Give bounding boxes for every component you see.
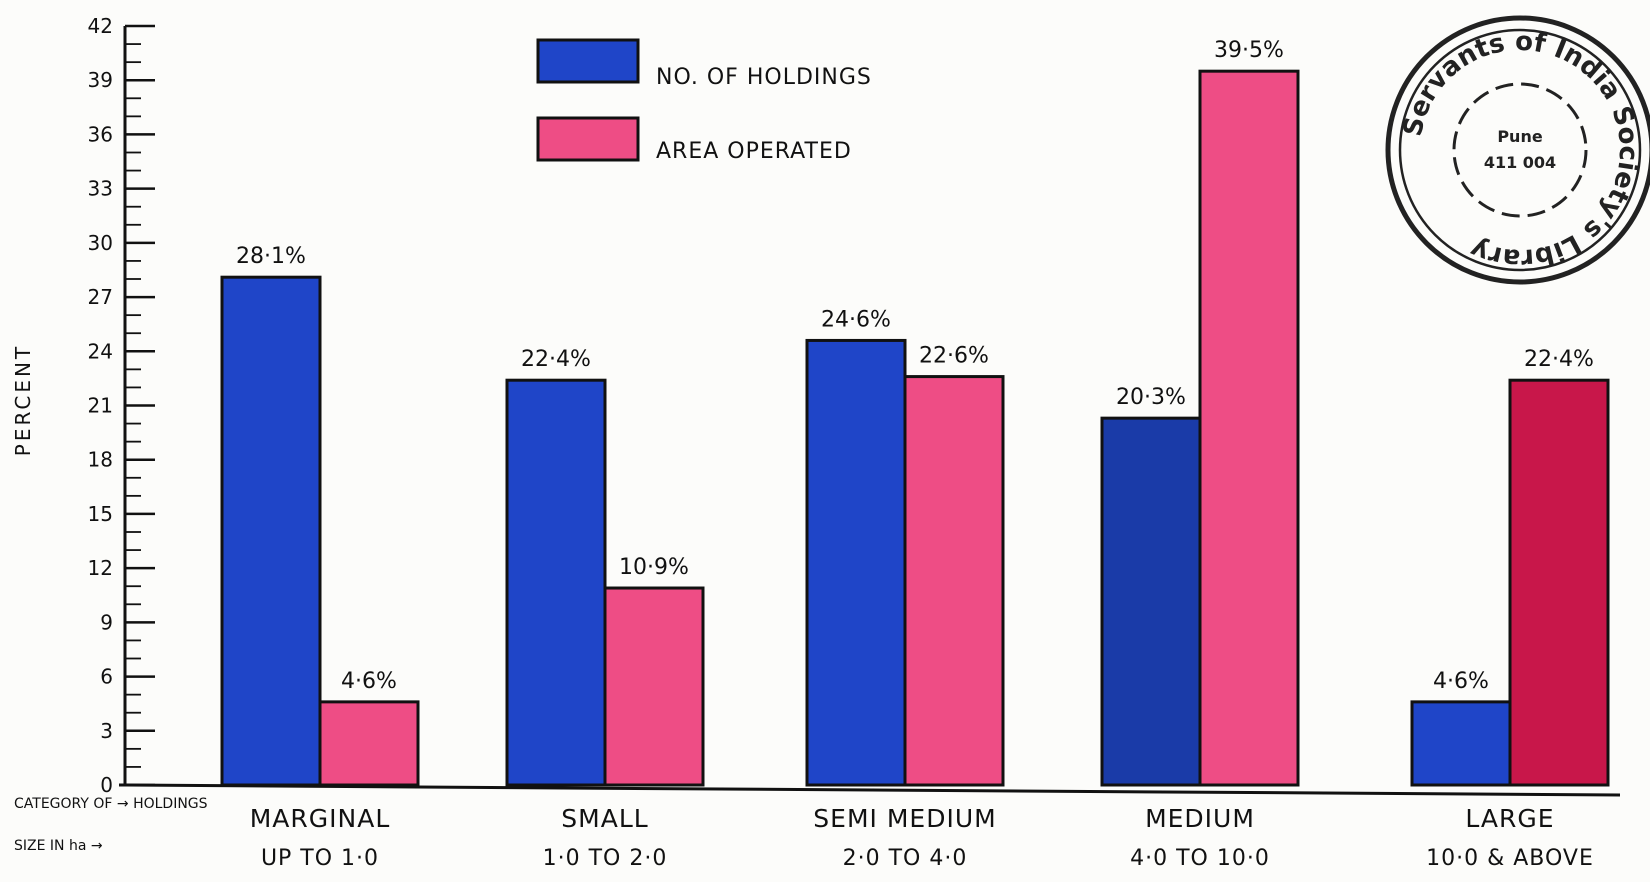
data-label-holdings-large: 4·6% <box>1433 669 1489 694</box>
stamp-center-line2: 411 004 <box>1484 153 1556 172</box>
y-tick-label: 33 <box>88 177 113 201</box>
y-tick-label: 27 <box>88 285 113 309</box>
category-range-label: 4·0 TO 10·0 <box>1130 846 1270 871</box>
stamp-outer-ring <box>1385 15 1650 285</box>
stamp-ring-textpath: Servants of India Society's Library <box>1398 27 1643 274</box>
bar-area-medium <box>1198 69 1300 787</box>
stamp-ring-text: Servants of India Society's Library <box>1398 27 1643 274</box>
y-tick-label: 9 <box>100 610 113 634</box>
bar-holdings-marginal <box>220 275 322 787</box>
bar-holdings-medium <box>1100 416 1202 787</box>
data-label-holdings-small: 22·4% <box>521 347 591 372</box>
bar-area-marginal <box>318 700 420 787</box>
labels-layer: 28·1% 4·6% MARGINAL UP TO 1·0 22·4% 10·9% SMAL… <box>236 38 1594 871</box>
bar-area-large <box>1508 378 1610 787</box>
category-label: SMALL <box>561 804 648 833</box>
bar-holdings-semi-medium <box>805 338 907 787</box>
stamp-center-line1: Pune <box>1497 127 1543 146</box>
y-tick-label: 42 <box>88 14 113 38</box>
y-tick-label: 12 <box>88 556 113 580</box>
data-label-area-medium: 39·5% <box>1214 38 1284 63</box>
stamp-center-ring <box>1452 82 1588 218</box>
y-tick-label: 15 <box>88 502 113 526</box>
y-tick-label: 3 <box>100 719 113 743</box>
bar-area-semi-medium <box>903 375 1005 787</box>
legend-swatch-area <box>536 116 640 162</box>
y-tick-label: 36 <box>88 122 113 146</box>
data-label-holdings-semi-medium: 24·6% <box>821 307 891 332</box>
bar-area-small <box>603 586 705 787</box>
category-range-label: 1·0 TO 2·0 <box>543 846 668 871</box>
library-stamp: Servants of India Society's Library Pune… <box>1385 15 1650 285</box>
data-label-holdings-medium: 20·3% <box>1116 385 1186 410</box>
data-label-area-semi-medium: 22·6% <box>919 344 989 369</box>
category-note: CATEGORY OF → HOLDINGS <box>14 796 208 812</box>
bars-layer <box>220 69 1610 787</box>
category-range-label: 2·0 TO 4·0 <box>843 846 968 871</box>
data-label-holdings-marginal: 28·1% <box>236 244 306 269</box>
bar-holdings-large <box>1410 700 1512 787</box>
legend-label-holdings: NO. OF HOLDINGS <box>656 65 872 90</box>
bar-holdings-small <box>505 378 607 787</box>
category-label: MEDIUM <box>1145 804 1255 833</box>
category-label: SEMI MEDIUM <box>813 804 996 833</box>
y-tick-label: 6 <box>100 665 113 689</box>
data-label-area-small: 10·9% <box>619 555 689 580</box>
legend: NO. OF HOLDINGS AREA OPERATED <box>536 38 872 164</box>
legend-swatch-holdings <box>536 38 640 84</box>
y-tick-label: 30 <box>88 231 113 255</box>
category-range-label: 10·0 & ABOVE <box>1426 846 1594 871</box>
y-tick-label: 24 <box>88 339 113 363</box>
y-tick-label: 21 <box>88 394 113 418</box>
y-tick-label: 0 <box>100 773 113 797</box>
size-note: SIZE IN ha → <box>14 838 103 854</box>
category-range-label: UP TO 1·0 <box>261 846 379 871</box>
data-label-area-marginal: 4·6% <box>341 669 397 694</box>
legend-label-area: AREA OPERATED <box>656 139 852 164</box>
y-tick-label: 39 <box>88 68 113 92</box>
category-label: LARGE <box>1465 804 1554 833</box>
x-axis-line <box>118 783 1621 797</box>
y-tick-label: 18 <box>88 448 113 472</box>
stamp-inner-ring <box>1398 28 1642 272</box>
data-label-area-large: 22·4% <box>1524 347 1594 372</box>
category-label: MARGINAL <box>250 804 391 833</box>
y-axis-label: PERCENT <box>11 344 35 456</box>
